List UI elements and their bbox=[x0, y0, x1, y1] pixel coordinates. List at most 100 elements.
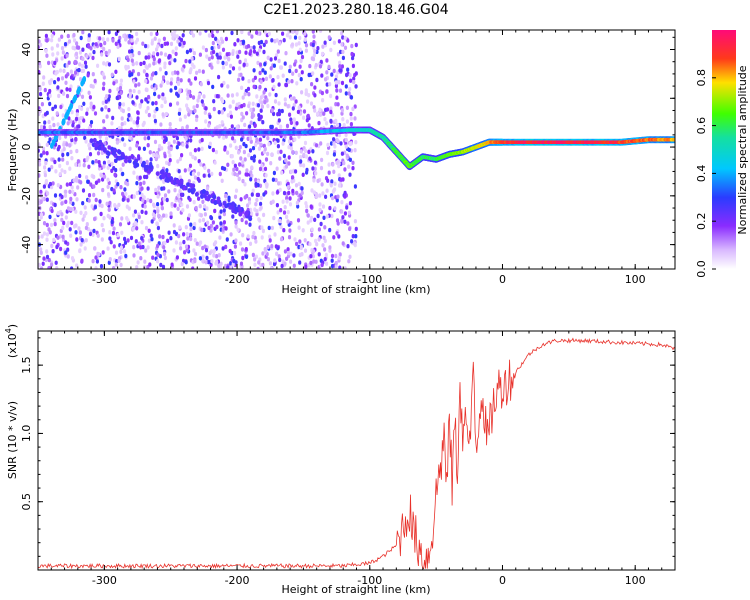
speckle-point bbox=[254, 142, 258, 148]
speckle-point bbox=[287, 155, 291, 160]
speckle-point bbox=[94, 255, 98, 260]
speckle-point bbox=[342, 122, 346, 128]
speckle-point bbox=[42, 221, 47, 226]
speckle-point bbox=[173, 30, 177, 34]
speckle-point bbox=[297, 73, 301, 78]
speckle-point bbox=[334, 118, 338, 124]
speckle-point bbox=[287, 145, 291, 150]
speckle-point bbox=[45, 110, 49, 116]
speckle-point bbox=[78, 105, 82, 110]
speckle-point bbox=[53, 193, 58, 198]
speckle-point bbox=[45, 142, 49, 147]
speckle-point bbox=[241, 76, 245, 81]
speckle-point bbox=[320, 73, 324, 78]
speckle-point bbox=[156, 252, 160, 257]
speckle-point bbox=[70, 266, 74, 269]
speckle-point bbox=[158, 58, 162, 63]
speckle-point bbox=[263, 100, 267, 105]
speckle-point bbox=[121, 102, 126, 107]
speckle-point bbox=[335, 88, 339, 93]
speckle-point bbox=[224, 226, 228, 231]
speckle-point bbox=[189, 232, 193, 237]
speckle-point bbox=[217, 39, 221, 45]
speckle-point bbox=[53, 221, 57, 227]
speckle-point bbox=[220, 178, 224, 183]
speckle-point bbox=[50, 46, 54, 51]
speckle-point bbox=[252, 84, 256, 90]
speckle-point bbox=[222, 166, 227, 171]
speckle-point bbox=[162, 251, 167, 257]
speckle-point bbox=[243, 195, 247, 200]
speckle-point bbox=[197, 147, 201, 152]
speckle-point bbox=[167, 230, 171, 235]
speckle-point bbox=[280, 263, 284, 269]
speckle-point bbox=[178, 189, 182, 194]
speckle-point bbox=[195, 103, 199, 109]
speckle-point bbox=[278, 187, 282, 193]
speckle-point bbox=[297, 41, 301, 46]
speckle-point bbox=[324, 77, 328, 82]
speckle-point bbox=[122, 33, 126, 39]
speckle-point bbox=[133, 209, 137, 214]
speckle-point bbox=[326, 142, 330, 148]
speckle-point bbox=[74, 70, 78, 75]
speckle-point bbox=[49, 222, 54, 228]
speckle-point bbox=[277, 254, 281, 259]
speckle-point bbox=[345, 205, 349, 210]
speckle-point bbox=[292, 253, 296, 258]
speckle-point bbox=[62, 142, 66, 147]
speckle-point bbox=[330, 258, 334, 263]
speckle-point bbox=[70, 137, 74, 143]
speckle-point bbox=[257, 260, 261, 265]
speckle-point bbox=[156, 44, 160, 49]
speckle-point bbox=[63, 169, 67, 175]
speckle-point bbox=[327, 35, 331, 40]
speckle-point bbox=[123, 121, 127, 126]
speckle-point bbox=[204, 106, 208, 111]
speckle-point bbox=[198, 31, 202, 36]
speckle-point bbox=[114, 250, 119, 255]
speckle-point bbox=[88, 152, 93, 157]
speckle-point bbox=[250, 155, 254, 161]
speckle-point bbox=[208, 141, 212, 146]
speckle-point bbox=[294, 68, 298, 74]
speckle-point bbox=[168, 60, 172, 66]
speckle-point bbox=[208, 114, 212, 120]
speckle-point bbox=[226, 162, 230, 167]
speckle-point bbox=[113, 172, 117, 177]
speckle-point bbox=[259, 79, 263, 84]
speckle-point bbox=[350, 51, 354, 57]
speckle-point bbox=[338, 64, 342, 69]
speckle-point bbox=[340, 151, 344, 156]
speckle-point bbox=[295, 241, 299, 247]
speckle-point bbox=[350, 239, 354, 244]
speckle-point bbox=[56, 85, 60, 90]
speckle-point bbox=[51, 139, 56, 146]
speckle-point bbox=[185, 103, 189, 108]
speckle-point bbox=[106, 184, 110, 189]
speckle-point bbox=[353, 116, 357, 121]
speckle-point bbox=[330, 179, 334, 184]
speckle-point bbox=[298, 239, 302, 244]
speckle-point bbox=[221, 47, 226, 52]
speckle-point bbox=[340, 219, 344, 224]
speckle-point bbox=[188, 68, 192, 74]
speckle-point bbox=[201, 102, 205, 108]
speckle-point bbox=[212, 253, 216, 258]
speckle-point bbox=[165, 41, 170, 46]
speckle-point bbox=[194, 192, 199, 197]
speckle-point bbox=[257, 48, 262, 53]
speckle-point bbox=[117, 258, 121, 263]
speckle-point bbox=[235, 166, 239, 172]
speckle-point bbox=[344, 91, 348, 96]
speckle-point bbox=[129, 117, 133, 122]
speckle-point bbox=[48, 88, 52, 94]
speckle-point bbox=[81, 201, 85, 206]
speckle-point bbox=[176, 206, 180, 211]
speckle-point bbox=[198, 256, 202, 261]
speckle-point bbox=[271, 78, 275, 83]
speckle-point bbox=[89, 182, 93, 187]
speckle-point bbox=[182, 239, 186, 245]
speckle-point bbox=[132, 245, 136, 250]
